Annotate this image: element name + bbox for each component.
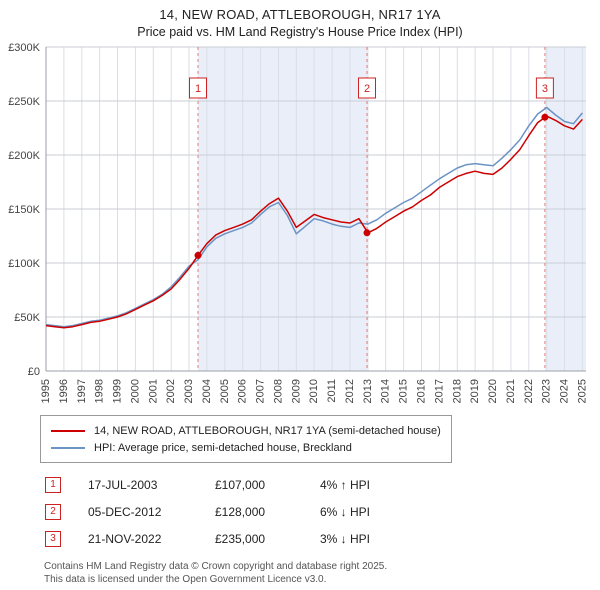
sale-marker-box [358,77,376,99]
x-axis-label: 2013 [362,379,374,403]
y-axis-label: £200K [8,150,40,162]
x-axis-label: 2005 [219,379,231,403]
chart-header: 14, NEW ROAD, ATTLEBOROUGH, NR17 1YA Pri… [0,0,600,39]
price-paid-line [45,115,583,329]
transaction-row: 3 21-NOV-2022 £235,000 3% ↓ HPI [45,525,600,552]
transaction-date: 17-JUL-2003 [88,477,158,492]
x-axis-label: 2011 [326,379,338,403]
transaction-row: 2 05-DEC-2012 £128,000 6% ↓ HPI [45,498,600,525]
sale-marker-number: 3 [542,83,548,95]
y-axis-label: £0 [28,366,40,378]
x-axis-label: 2020 [487,379,499,403]
x-axis-label: 2018 [451,379,463,403]
legend-row-hpi: HPI: Average price, semi-detached house,… [51,439,441,456]
price-chart[interactable]: £0 £50K £100K £150K £200K £250K £300K 1995 1996 1… [0,41,600,413]
y-axis-label: £100K [8,258,40,270]
x-axis-label: 2000 [129,379,141,403]
x-axis-label: 2021 [505,379,517,403]
x-axis-label: 2012 [344,379,356,403]
transaction-number-badge: 2 [45,503,61,520]
x-axis-label: 2004 [201,379,213,403]
transaction-hpi-delta: 3% ↓ HPI [320,531,371,546]
x-axis-label: 2024 [559,379,571,403]
y-axis-label: £250K [8,96,40,108]
x-axis-label: 2008 [273,379,285,403]
hpi-line-swatch [51,446,85,449]
transaction-row: 1 17-JUL-2003 £107,000 4% ↑ HPI [45,471,600,498]
x-axis-label: 2001 [147,379,159,403]
legend-box: 14, NEW ROAD, ATTLEBOROUGH, NR17 1YA (se… [40,415,452,463]
transaction-date: 05-DEC-2012 [88,504,162,519]
x-axis-label: 2017 [433,379,445,403]
x-axis-label: 2010 [308,379,320,403]
sale-marker-number: 2 [364,83,370,95]
sale-marker-box [535,77,554,99]
sale-marker-box [189,77,207,99]
price-line-swatch [51,429,85,432]
footer: Contains HM Land Registry data © Crown c… [44,560,600,586]
sale-point [541,113,549,121]
x-axis-label: 2025 [576,379,588,403]
x-axis-label: 2006 [237,379,249,403]
x-axis-label: 2022 [523,379,535,403]
page-subtitle: Price paid vs. HM Land Registry's House … [137,25,463,39]
x-axis-label: 2002 [165,379,177,403]
x-axis-label: 2007 [255,379,267,403]
x-axis-label: 2015 [398,379,410,403]
legend-label-price: 14, NEW ROAD, ATTLEBOROUGH, NR17 1YA (se… [94,424,441,437]
legend-row-price: 14, NEW ROAD, ATTLEBOROUGH, NR17 1YA (se… [51,422,441,439]
sale-point [194,251,202,259]
hpi-line [45,106,583,328]
y-axis-label: £300K [8,42,40,54]
x-axis-label: 1997 [76,379,88,403]
sale-marker-number: 1 [195,83,201,95]
footer-licence: This data is licensed under the Open Gov… [44,574,327,585]
sale-point [363,229,371,237]
x-axis-label: 2023 [541,379,553,403]
transaction-price: £235,000 [215,531,266,546]
transaction-number-badge: 3 [45,530,61,547]
transaction-list: 1 17-JUL-2003 £107,000 4% ↑ HPI 2 05-DEC… [45,471,600,552]
x-axis-label: 1999 [112,379,124,403]
transaction-price: £107,000 [215,477,266,492]
legend-label-hpi: HPI: Average price, semi-detached house,… [94,441,352,454]
x-axis-label: 1998 [94,379,106,403]
x-axis-label: 1995 [40,379,52,403]
transaction-price: £128,000 [215,504,266,519]
transaction-hpi-delta: 6% ↓ HPI [320,504,371,519]
x-axis-label: 2003 [183,379,195,403]
x-axis-label: 2016 [416,379,428,403]
x-axis-label: 1996 [58,379,70,403]
x-axis-label: 2019 [469,379,481,403]
transaction-hpi-delta: 4% ↑ HPI [320,477,371,492]
y-axis-label: £50K [14,312,40,324]
page-title: 14, NEW ROAD, ATTLEBOROUGH, NR17 1YA [159,7,441,22]
y-axis-label: £150K [8,204,40,216]
footer-copyright: Contains HM Land Registry data © Crown c… [44,561,388,572]
x-axis-label: 2014 [380,379,392,403]
x-axis-label: 2009 [290,379,302,403]
transaction-date: 21-NOV-2022 [88,531,162,546]
transaction-number-badge: 1 [45,476,61,493]
